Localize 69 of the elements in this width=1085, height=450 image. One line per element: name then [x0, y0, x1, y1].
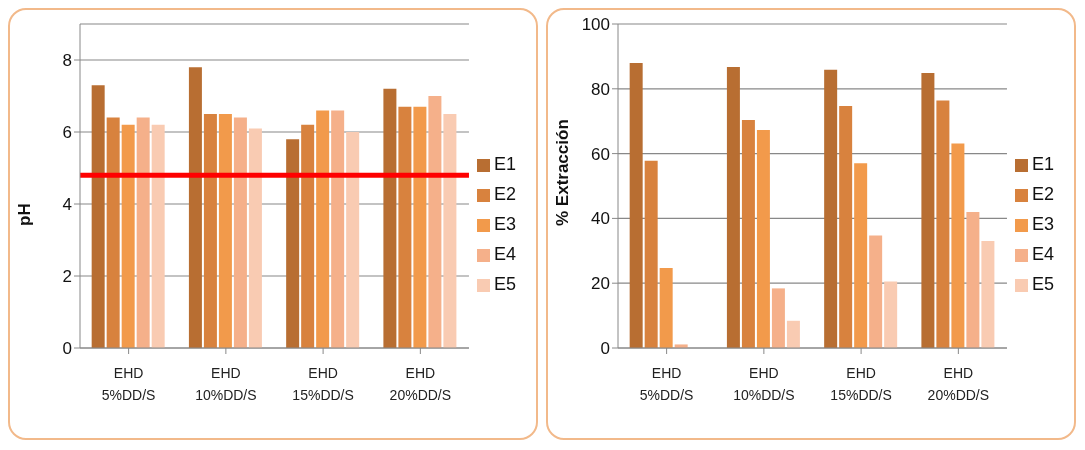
bar: [839, 105, 853, 348]
bar: [188, 67, 202, 348]
bar: [91, 85, 105, 348]
x-tick-label: EHD 5%DD/S: [101, 365, 156, 403]
bar: [203, 114, 217, 348]
bar: [936, 100, 950, 348]
bar: [136, 117, 150, 348]
bar: [629, 62, 643, 348]
bar: [884, 281, 898, 348]
legend-label: E4: [493, 244, 516, 264]
y-tick-label: 6: [62, 123, 72, 143]
bar: [346, 132, 360, 348]
y-tick-label: 2: [62, 267, 72, 287]
x-tick-label: EHD 20%DD/S: [389, 365, 452, 403]
y-tick-label: 4: [62, 195, 72, 215]
y-axis-title: pH: [15, 203, 35, 226]
y-axis-title: % Extracción: [553, 119, 573, 226]
bar: [741, 119, 755, 348]
x-tick-label: EHD 5%DD/S: [639, 365, 694, 403]
bar: [854, 163, 868, 348]
bar: [771, 288, 785, 348]
y-tick-label: 8: [62, 51, 72, 71]
bar: [644, 160, 658, 348]
legend-label: E2: [493, 184, 516, 204]
legend-label: E3: [1031, 214, 1054, 234]
legend-label: E5: [493, 274, 516, 294]
x-tick-label: EHD 10%DD/S: [195, 365, 257, 403]
x-tick-label: EHD 20%DD/S: [927, 365, 990, 403]
bar: [428, 96, 442, 348]
legend-label: E2: [1031, 184, 1054, 204]
bar: [921, 72, 935, 348]
bar: [248, 128, 262, 348]
bar: [413, 106, 427, 348]
bar: [786, 320, 800, 348]
y-tick-label: 0: [62, 339, 72, 359]
bar: [756, 129, 770, 348]
legend-label: E1: [1031, 154, 1054, 174]
bar: [301, 124, 315, 348]
y-tick-label: 100: [581, 15, 610, 35]
legend-label: E1: [493, 154, 516, 174]
bar: [951, 143, 965, 348]
bar: [966, 211, 980, 348]
bar: [726, 67, 740, 348]
y-tick-label: 0: [600, 339, 610, 359]
y-tick-label: 40: [591, 209, 610, 229]
bar: [981, 241, 995, 348]
legend-label: E5: [1031, 274, 1054, 294]
bar: [151, 124, 165, 348]
legend-label: E3: [493, 214, 516, 234]
bar: [233, 117, 247, 348]
bar: [869, 235, 883, 348]
x-tick-label: EHD 15%DD/S: [292, 365, 354, 403]
bar: [316, 110, 330, 348]
y-tick-label: 60: [591, 144, 610, 164]
y-tick-label: 20: [591, 274, 610, 294]
bar: [659, 267, 673, 348]
bar: [824, 69, 838, 348]
bar: [398, 106, 412, 348]
x-tick-label: EHD 15%DD/S: [830, 365, 892, 403]
bar: [218, 114, 232, 348]
bar: [383, 88, 397, 348]
bar: [331, 110, 345, 348]
bar: [121, 124, 135, 348]
bar: [443, 114, 457, 348]
bar: [286, 139, 300, 348]
x-tick-label: EHD 10%DD/S: [733, 365, 795, 403]
legend-label: E4: [1031, 244, 1054, 264]
y-tick-label: 80: [591, 79, 610, 99]
bar: [106, 117, 120, 348]
